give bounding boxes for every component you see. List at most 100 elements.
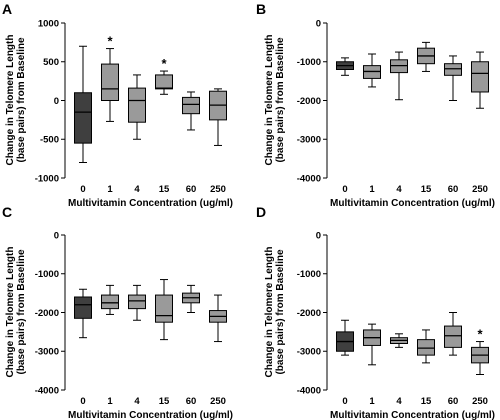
y-tick-label: -4000 [297, 173, 321, 184]
box-1 [101, 48, 119, 122]
y-axis-title-line-1: Change in Telomere Length [264, 35, 275, 166]
x-tick-label: 0 [80, 396, 85, 407]
box-body [471, 61, 489, 93]
y-tick-label: -2000 [35, 308, 59, 319]
y-tick-label: -3000 [297, 347, 321, 358]
y-axis-title-line-2: (base pairs) from Baseline [275, 37, 286, 162]
box-0 [74, 45, 92, 163]
box-body [74, 92, 92, 144]
y-axis-title-line-2: (base pairs) from Baseline [16, 37, 27, 162]
x-tick-label: 0 [342, 184, 347, 195]
x-tick-label: 250 [210, 184, 226, 195]
x-axis-title: Multivitamin Concentration (ug/ml) [68, 410, 233, 420]
panel-c: C -4000 -3000 -2000 -1000 0 Change in Telomere… [2, 204, 233, 420]
box-15 [155, 279, 173, 341]
significance-mark: * [161, 56, 167, 71]
x-tick-label: 60 [186, 396, 197, 407]
box-body [74, 296, 92, 319]
y-tick-label: 1000 [38, 18, 59, 29]
box-body [155, 294, 173, 323]
box-15 [417, 41, 435, 72]
y-axis-title-line-2: (base pairs) from Baseline [275, 249, 286, 374]
panel-label: B [256, 1, 266, 17]
box-body [182, 96, 200, 115]
panel-label: C [2, 204, 12, 220]
x-tick-label: 4 [396, 184, 402, 195]
box-60 [444, 312, 462, 356]
y-tick-label: -1000 [297, 57, 321, 68]
y-tick-label: 0 [316, 230, 321, 241]
box-body [101, 63, 119, 101]
x-axis-title: Multivitamin Concentration (ug/ml) [68, 198, 233, 209]
box-4 [128, 74, 146, 140]
box-body [444, 325, 462, 348]
panel-label: A [2, 1, 12, 17]
significance-mark: * [477, 327, 483, 342]
x-tick-label: 0 [342, 396, 347, 407]
y-tick-label: -3000 [35, 347, 59, 358]
box-body [128, 294, 146, 310]
x-tick-label: 250 [472, 184, 488, 195]
x-tick-label: 60 [448, 396, 459, 407]
box-body [444, 63, 462, 76]
x-tick-label: 15 [159, 184, 170, 195]
y-axis-title-line-1: Change in Telomere Length [5, 247, 16, 378]
panel-label: D [256, 204, 266, 220]
box-4 [390, 51, 408, 101]
x-tick-label: 15 [421, 184, 432, 195]
y-tick-label: -4000 [35, 385, 59, 396]
box-60 [182, 284, 200, 313]
x-tick-label: 60 [448, 184, 459, 195]
y-axis-title-line-2: (base pairs) from Baseline [16, 249, 27, 374]
y-tick-label: -1000 [35, 269, 59, 280]
x-axis-title: Multivitamin Concentration (ug/ml) [330, 198, 495, 209]
x-tick-label: 4 [134, 184, 140, 195]
box-4 [390, 333, 408, 348]
y-tick-label: -500 [40, 135, 59, 146]
box-4 [128, 284, 146, 321]
x-tick-label: 1 [369, 184, 375, 195]
y-tick-label: 0 [54, 96, 59, 107]
y-tick-label: 0 [54, 230, 59, 241]
box-250 [209, 294, 227, 343]
box-body [101, 294, 119, 310]
x-tick-label: 1 [369, 396, 375, 407]
y-tick-label: 500 [43, 57, 59, 68]
box-1 [363, 323, 381, 366]
x-tick-label: 1 [107, 396, 113, 407]
box-0 [74, 288, 92, 339]
box-15 [417, 329, 435, 364]
x-tick-label: 15 [421, 396, 432, 407]
y-tick-label: -3000 [297, 135, 321, 146]
box-60 [182, 91, 200, 131]
box-1 [101, 284, 119, 315]
panel-b: B -4000 -3000 -2000 -1000 0 Change in Telomere… [256, 1, 495, 209]
box-body [417, 339, 435, 356]
box-0 [336, 57, 354, 76]
panel-d: D -4000 -3000 -2000 -1000 0 Change in Telomere… [256, 204, 495, 420]
box-250 [471, 51, 489, 109]
box-1 [363, 53, 381, 88]
panel-a: A -1000 -500 0 500 1000 Change in Telomere Len… [2, 1, 233, 209]
y-axis-title-line-1: Change in Telomere Length [264, 247, 275, 378]
x-tick-label: 60 [186, 184, 197, 195]
y-tick-label: -2000 [297, 96, 321, 107]
x-tick-label: 15 [159, 396, 170, 407]
box-60 [444, 55, 462, 101]
box-250 [209, 88, 227, 146]
x-tick-label: 0 [80, 184, 85, 195]
x-tick-label: 4 [396, 396, 402, 407]
significance-mark: * [107, 34, 113, 49]
y-tick-label: 0 [316, 18, 321, 29]
x-tick-label: 250 [472, 396, 488, 407]
box-0 [336, 319, 354, 356]
y-tick-label: -4000 [297, 385, 321, 396]
x-tick-label: 1 [107, 184, 113, 195]
box-250 [471, 341, 489, 375]
box-body [155, 74, 173, 90]
box-body [128, 87, 146, 123]
box-15 [155, 70, 173, 95]
y-tick-label: -2000 [297, 308, 321, 319]
y-axis-title-line-1: Change in Telomere Length [5, 35, 16, 166]
